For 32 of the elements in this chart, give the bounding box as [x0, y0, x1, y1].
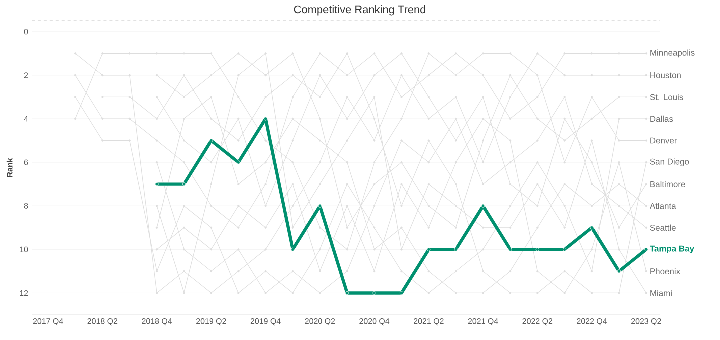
point: [318, 204, 322, 208]
chart-title: Competitive Ranking Trend: [294, 6, 426, 16]
series-label: Phoenix: [650, 268, 680, 275]
point: [264, 117, 268, 121]
point: [346, 291, 350, 296]
series-label: Miami: [650, 290, 672, 296]
point: [508, 248, 512, 252]
point: [563, 248, 567, 252]
point: [400, 291, 404, 296]
point: [590, 226, 594, 230]
point: [617, 270, 622, 274]
point: [536, 248, 540, 252]
series-label: San Diego: [650, 158, 690, 166]
point: [454, 248, 458, 252]
point: [482, 204, 486, 208]
series-label: St. Louis: [650, 94, 684, 100]
point: [644, 248, 648, 252]
point: [427, 248, 431, 252]
series-label: Seattle: [650, 224, 676, 231]
point: [291, 248, 295, 252]
point: [210, 138, 214, 143]
series-label: Baltimore: [650, 181, 686, 188]
series-label: Atlanta: [650, 203, 676, 210]
series-label: Denver: [650, 138, 678, 144]
point: [236, 160, 240, 164]
point: [182, 182, 186, 186]
series-label: Minneapolis: [650, 50, 695, 58]
series-label: Dallas: [650, 116, 674, 122]
series-label: Tampa Bay: [650, 246, 694, 254]
point: [155, 182, 159, 186]
series-label: Houston: [650, 72, 681, 78]
point: [372, 291, 376, 296]
